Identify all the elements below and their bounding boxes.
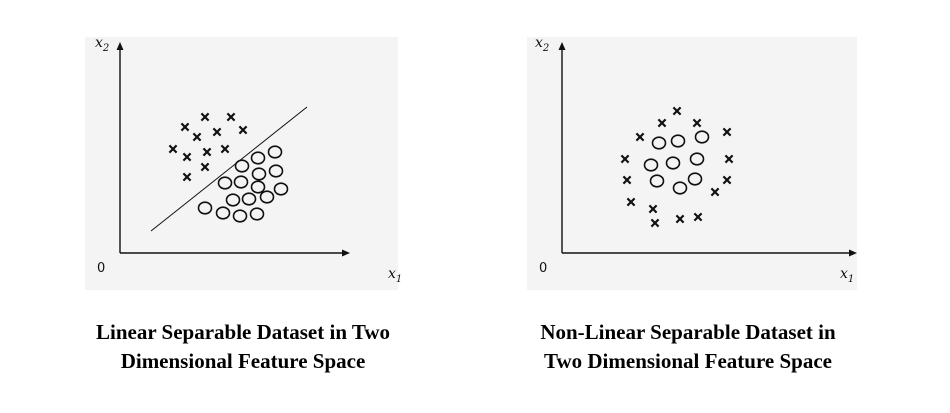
x-class-markers xyxy=(620,106,734,228)
origin-label: 0 xyxy=(97,261,106,276)
x-marker xyxy=(192,132,202,142)
x-marker xyxy=(650,218,660,228)
y-axis-arrow xyxy=(116,42,124,50)
left-caption: Linear Separable Dataset in Two Dimensio… xyxy=(23,318,463,376)
x-marker xyxy=(180,122,190,132)
o-marker xyxy=(251,167,267,181)
o-marker xyxy=(267,145,283,159)
y-axis-arrow xyxy=(558,42,566,50)
o-class-markers xyxy=(197,145,289,223)
x-axis-label: x1 xyxy=(388,266,403,285)
y-axis-label: x2 xyxy=(95,35,110,54)
x-marker xyxy=(182,172,192,182)
o-class-markers xyxy=(643,130,710,195)
decision-boundary-line xyxy=(150,106,308,232)
x-marker xyxy=(675,214,685,224)
x-marker xyxy=(202,147,212,157)
o-marker xyxy=(232,209,248,223)
o-marker xyxy=(234,159,250,173)
x-marker xyxy=(657,118,667,128)
origin-label: 0 xyxy=(539,261,548,276)
caption-line: Linear Separable Dataset in Two xyxy=(95,320,390,344)
caption-line: Dimensional Feature Space xyxy=(120,349,366,373)
y-axis-label: x2 xyxy=(535,35,550,54)
o-marker xyxy=(197,201,213,215)
x-axis-label: x1 xyxy=(840,266,855,285)
o-marker xyxy=(670,134,686,148)
o-marker xyxy=(649,174,665,188)
right-caption: Non-Linear Separable Dataset in Two Dime… xyxy=(468,318,908,376)
x-marker xyxy=(212,127,222,137)
o-marker xyxy=(250,151,266,165)
x-marker xyxy=(635,132,645,142)
x-marker xyxy=(220,144,230,154)
caption-line: Non-Linear Separable Dataset in xyxy=(540,320,836,344)
x-marker xyxy=(722,127,732,137)
x-marker xyxy=(620,154,630,164)
x-marker xyxy=(724,154,734,164)
nonlinear-separable-plot: x2 0 x1 xyxy=(527,35,857,290)
x-marker xyxy=(182,152,192,162)
linear-plot-canvas xyxy=(116,42,350,257)
caption-line: Two Dimensional Feature Space xyxy=(544,349,832,373)
o-marker xyxy=(689,152,705,166)
x-marker xyxy=(710,187,720,197)
x-axis-arrow xyxy=(849,249,857,257)
o-marker xyxy=(672,181,688,195)
o-marker xyxy=(233,175,249,189)
o-marker xyxy=(241,192,257,206)
x-marker xyxy=(693,212,703,222)
nonlinear-plot-canvas xyxy=(558,42,857,257)
o-marker xyxy=(643,158,659,172)
x-marker xyxy=(626,197,636,207)
x-marker xyxy=(622,175,632,185)
x-axis-arrow xyxy=(342,249,350,257)
o-marker xyxy=(687,172,703,186)
o-marker xyxy=(273,182,289,196)
o-marker xyxy=(665,156,681,170)
x-marker xyxy=(226,112,236,122)
o-marker xyxy=(250,180,266,194)
x-marker xyxy=(168,144,178,154)
o-marker xyxy=(268,164,284,178)
x-marker xyxy=(200,112,210,122)
linear-separable-plot: x2 0 x1 xyxy=(85,35,402,290)
o-marker xyxy=(225,193,241,207)
o-marker xyxy=(259,190,275,204)
o-marker xyxy=(217,176,233,190)
x-class-markers xyxy=(168,112,248,182)
x-marker xyxy=(672,106,682,116)
x-marker xyxy=(238,125,248,135)
x-marker xyxy=(648,204,658,214)
x-marker xyxy=(200,162,210,172)
x-marker xyxy=(722,175,732,185)
x-marker xyxy=(692,118,702,128)
o-marker xyxy=(215,206,231,220)
o-marker xyxy=(249,207,265,221)
o-marker xyxy=(651,136,667,150)
o-marker xyxy=(694,130,710,144)
